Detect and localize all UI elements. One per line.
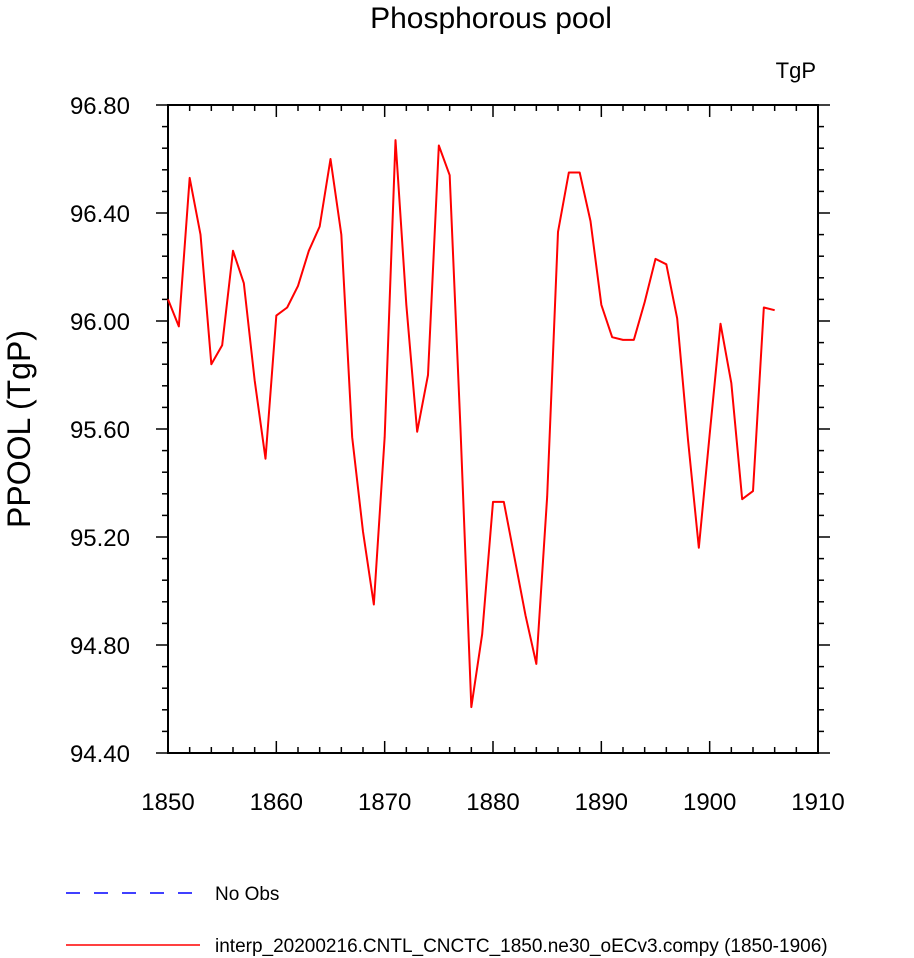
x-tick-label: 1860 xyxy=(250,789,303,816)
axis-ticks xyxy=(156,104,830,754)
x-tick-label: 1880 xyxy=(466,789,519,816)
x-tick-label: 1850 xyxy=(141,789,194,816)
units-label: TgP xyxy=(776,58,816,83)
legend-label-no-obs: No Obs xyxy=(215,884,279,905)
x-tick-label: 1890 xyxy=(575,789,628,816)
y-axis-label: PPOOL (TgP) xyxy=(1,330,37,528)
y-tick-label: 94.40 xyxy=(70,741,130,768)
y-tick-label: 95.60 xyxy=(70,417,130,444)
chart-title: Phosphorous pool xyxy=(370,2,612,35)
legend-label-series: interp_20200216.CNTL_CNCTC_1850.ne30_oEC… xyxy=(215,936,828,957)
y-tick-labels: 94.40 94.80 95.20 95.60 96.00 96.40 96.80 xyxy=(70,93,130,768)
plot-frame xyxy=(167,104,819,754)
series-line xyxy=(167,139,775,709)
y-tick-label: 96.00 xyxy=(70,309,130,336)
series-layer xyxy=(167,139,775,709)
y-tick-label: 96.40 xyxy=(70,201,130,228)
y-tick-label: 96.80 xyxy=(70,93,130,120)
y-tick-label: 94.80 xyxy=(70,633,130,660)
x-tick-label: 1870 xyxy=(358,789,411,816)
x-tick-labels: 1850 1860 1870 1880 1890 1900 1910 xyxy=(141,789,844,816)
x-tick-label: 1910 xyxy=(791,789,844,816)
legend: No Obs interp_20200216.CNTL_CNCTC_1850.n… xyxy=(66,884,828,957)
x-tick-label: 1900 xyxy=(683,789,736,816)
y-tick-label: 95.20 xyxy=(70,525,130,552)
